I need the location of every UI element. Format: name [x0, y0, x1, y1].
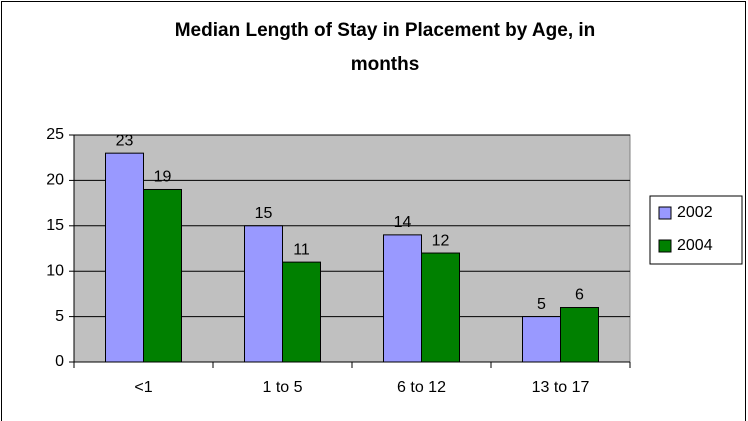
- y-tick-label: 5: [55, 308, 64, 325]
- chart-title: Median Length of Stay in Placement by Ag…: [174, 20, 596, 75]
- bar: [143, 188, 182, 363]
- y-tick-label: 10: [46, 262, 64, 279]
- y-tick-label: 15: [46, 217, 64, 234]
- value-label: 12: [432, 232, 450, 249]
- x-tick-label: <1: [134, 379, 152, 396]
- legend-swatch: [658, 206, 672, 220]
- bar: [282, 261, 321, 363]
- bar: [421, 252, 460, 363]
- x-tick-label: 13 to 17: [532, 379, 590, 396]
- value-label: 19: [154, 169, 172, 186]
- bar: [105, 152, 144, 363]
- x-tick-label: 6 to 12: [397, 379, 446, 396]
- y-tick-label: 20: [46, 172, 64, 189]
- bar: [522, 316, 561, 363]
- y-tick-label: 0: [55, 353, 64, 370]
- y-tick-label: 25: [46, 126, 64, 143]
- bar: [244, 225, 283, 363]
- value-label: 14: [394, 214, 412, 231]
- legend-label: 2004: [677, 237, 713, 254]
- legend-swatch: [658, 239, 672, 253]
- value-label: 6: [575, 287, 584, 304]
- value-label: 23: [116, 132, 134, 149]
- bar: [560, 307, 599, 363]
- value-label: 5: [537, 296, 546, 313]
- x-tick-label: 1 to 5: [262, 379, 302, 396]
- value-label: 11: [293, 241, 310, 258]
- legend-label: 2002: [677, 204, 713, 221]
- value-label: 15: [255, 205, 273, 222]
- bar: [383, 234, 422, 363]
